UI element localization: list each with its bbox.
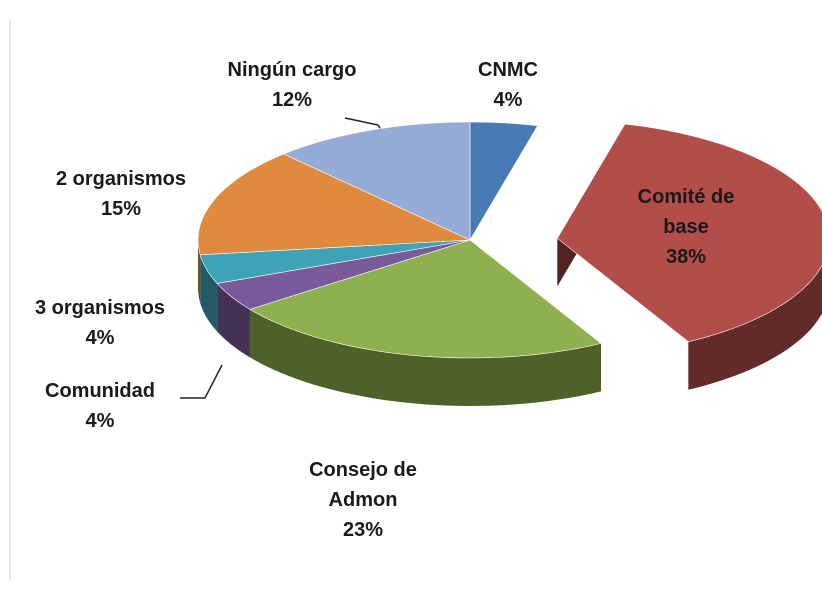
value-label: 4% — [85, 410, 115, 432]
slice — [216, 239, 471, 310]
slice — [556, 123, 822, 343]
pie-tops — [197, 121, 822, 359]
category-label: 3 organismos — [34, 297, 166, 319]
data-label: CNMC 4% — [408, 55, 608, 115]
slice-side — [198, 240, 201, 303]
data-label: Ningún cargo 12% — [192, 55, 392, 115]
slice-side — [688, 265, 822, 390]
category-label: Ningún cargo — [227, 59, 357, 81]
category-label: 2 organismos — [55, 168, 187, 190]
slice — [249, 239, 602, 359]
value-label: 15% — [100, 198, 142, 220]
category-label: Comunidad — [45, 380, 155, 402]
slice — [199, 239, 471, 284]
slice-side — [217, 283, 250, 358]
slice-side — [200, 254, 218, 332]
category-label: Consejo de Admon — [309, 459, 417, 511]
slice — [283, 121, 471, 241]
leader-line — [180, 364, 223, 399]
data-label: 3 organismos 4% — [0, 293, 200, 353]
slice — [197, 153, 471, 256]
data-label: 2 organismos 15% — [21, 164, 221, 224]
data-label: Consejo de Admon 23% — [298, 455, 428, 545]
category-label: Comité de base — [637, 186, 735, 238]
data-label: Comunidad 4% — [0, 376, 200, 436]
slice — [469, 121, 539, 242]
category-label: CNMC — [478, 59, 538, 81]
value-label: 4% — [85, 327, 115, 349]
value-label: 4% — [493, 89, 523, 111]
value-label: 23% — [342, 519, 384, 541]
data-label: Comité de base 38% — [626, 182, 746, 272]
value-label: 38% — [665, 246, 707, 268]
slice-side — [249, 309, 602, 406]
value-label: 12% — [271, 89, 313, 111]
